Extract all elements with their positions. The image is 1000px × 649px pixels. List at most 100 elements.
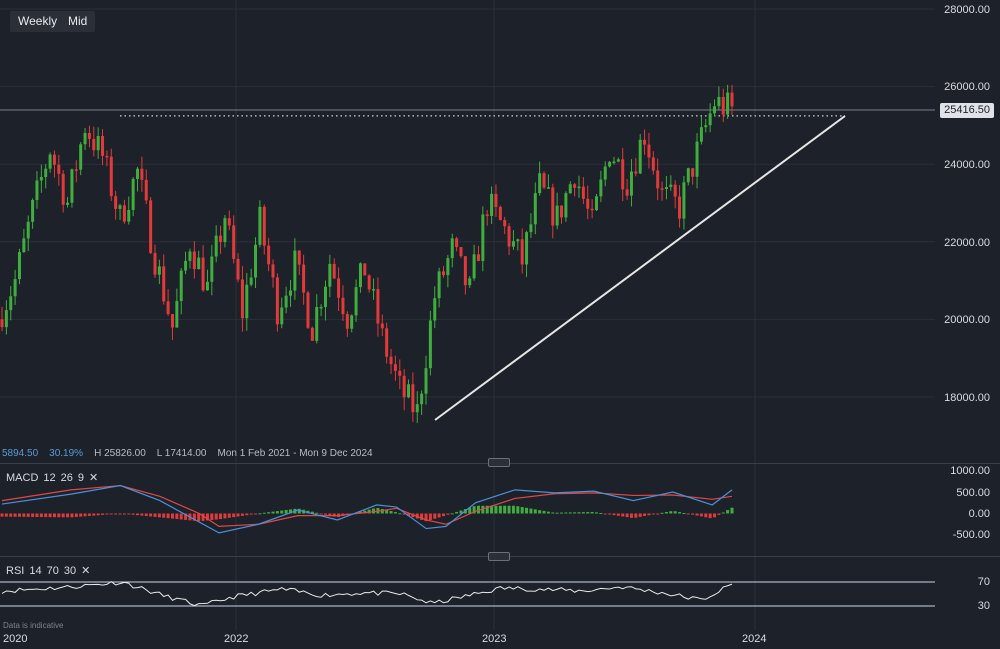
candle-body (603, 166, 607, 180)
candle-body (608, 161, 612, 167)
candle-body (240, 279, 244, 319)
macd-histogram-bar (629, 513, 633, 518)
candle-body (450, 238, 454, 259)
macd-histogram-bar (310, 511, 314, 514)
candle-body (494, 193, 498, 207)
macd-histogram-bar (232, 513, 236, 518)
macd-histogram-bar (730, 507, 734, 514)
candle-body (31, 200, 35, 222)
macd-histogram-bar (577, 512, 581, 514)
candle-body (411, 384, 415, 413)
pane-resize-handle-macd[interactable] (488, 458, 510, 467)
macd-histogram-bar (87, 513, 91, 516)
candle-body (205, 281, 209, 291)
candle-body (61, 173, 65, 205)
candle-body (363, 263, 367, 276)
macd-histogram-bar (603, 513, 607, 515)
candle-body (83, 132, 87, 145)
macd-histogram-bar (17, 513, 21, 517)
candle-body (17, 252, 21, 280)
rsi-lower: 30 (63, 565, 77, 577)
x-tick-2024: 2024 (742, 633, 767, 645)
macd-close-icon[interactable]: ✕ (89, 472, 99, 484)
candle-body (398, 370, 402, 376)
macd-histogram-bar (271, 511, 275, 514)
candle-body (525, 232, 529, 265)
macd-tick-neg500: -500.00 (952, 529, 990, 541)
data-disclaimer: Data is indicative (3, 621, 64, 630)
candle-body (162, 266, 166, 302)
candle-body (249, 277, 253, 285)
candle-body (629, 171, 633, 196)
macd-histogram-bar (254, 513, 258, 515)
y-tick-20000: 20000.00 (944, 314, 990, 326)
candle-body (551, 187, 555, 226)
candle-body (258, 206, 262, 245)
macd-histogram-bar (61, 513, 65, 518)
macd-histogram-bar (437, 513, 441, 518)
candle-body (350, 315, 354, 329)
candle-body (101, 136, 105, 156)
price-type-button[interactable]: Mid (60, 11, 96, 32)
candle-body (114, 196, 118, 209)
macd-histogram-bar (455, 511, 459, 514)
candle-body (713, 106, 717, 114)
macd-histogram-bar (297, 508, 301, 514)
macd-histogram-bar (542, 510, 546, 514)
macd-histogram-bar (48, 513, 52, 518)
candle-body (498, 206, 502, 220)
macd-histogram-bar (319, 513, 323, 515)
macd-histogram-bar (192, 513, 196, 521)
macd-histogram-bar (699, 513, 703, 517)
pane-resize-handle-rsi[interactable] (488, 552, 510, 561)
macd-histogram-bar (127, 513, 131, 515)
macd-histogram-bar (114, 513, 118, 515)
candle-body (407, 384, 411, 398)
y-tick-18000: 18000.00 (944, 392, 990, 404)
candle-body (402, 375, 406, 398)
macd-histogram-bar (372, 508, 376, 514)
macd-histogram-bar (166, 513, 170, 519)
candle-body (271, 264, 275, 278)
candle-body (9, 296, 13, 311)
macd-histogram-bar (713, 513, 717, 518)
macd-histogram-bar (157, 513, 161, 518)
macd-histogram-bar (9, 513, 13, 517)
candle-body (372, 289, 376, 291)
candle-body (153, 253, 157, 275)
rsi-upper: 70 (46, 565, 59, 577)
timeframe-button[interactable]: Weekly (10, 11, 66, 32)
macd-histogram-bar (136, 513, 140, 516)
candle-body (678, 196, 682, 219)
macd-histogram-bar (612, 513, 616, 516)
macd-histogram-bar (594, 512, 598, 514)
candle-body (420, 393, 424, 405)
macd-histogram-bar (634, 513, 638, 518)
macd-histogram-bar (529, 508, 533, 514)
macd-histogram-bar (660, 512, 664, 514)
macd-histogram-bar (22, 513, 26, 517)
macd-histogram-bar (621, 513, 625, 517)
macd-histogram-bar (472, 506, 476, 514)
macd-histogram-bar (664, 511, 668, 514)
macd-histogram-bar (214, 513, 218, 520)
macd-histogram-bar (170, 513, 174, 519)
rsi-close-icon[interactable]: ✕ (81, 565, 91, 577)
macd-histogram-bar (682, 512, 686, 514)
rsi-period: 14 (29, 565, 42, 577)
macd-histogram-bar (647, 513, 651, 516)
macd-histogram-bar (407, 513, 411, 516)
rsi-tick-70: 70 (977, 576, 990, 588)
candle-body (533, 193, 537, 225)
candle-body (214, 235, 218, 257)
candle-body (673, 184, 677, 197)
macd-histogram-bar (205, 513, 209, 521)
candle-body (289, 290, 293, 296)
macd-histogram-bar (35, 513, 39, 517)
candle-body (490, 193, 494, 216)
candle-body (568, 184, 572, 194)
candle-body (131, 178, 135, 210)
candle-body (651, 157, 655, 171)
macd-histogram-bar (240, 513, 244, 516)
